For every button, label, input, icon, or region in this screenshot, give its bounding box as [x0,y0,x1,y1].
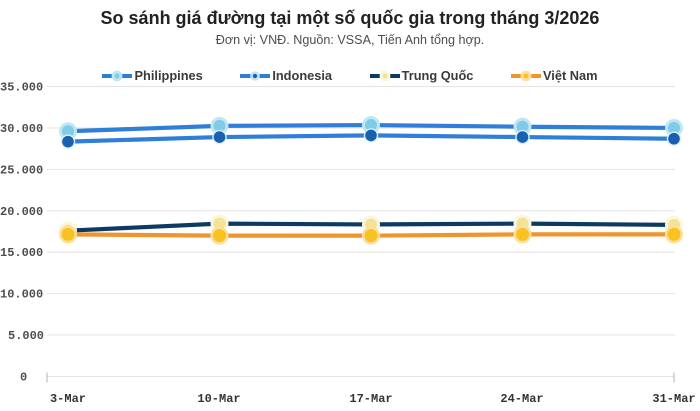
svg-text:10.000: 10.000 [0,288,43,302]
svg-text:15.000: 15.000 [0,246,43,260]
svg-text:0: 0 [20,371,27,385]
svg-text:5.000: 5.000 [8,329,44,343]
svg-text:20.000: 20.000 [0,205,43,219]
svg-text:10-Mar: 10-Mar [197,392,240,406]
svg-text:35.000: 35.000 [0,81,43,95]
svg-text:24-Mar: 24-Mar [500,392,543,406]
svg-text:25.000: 25.000 [0,163,43,177]
svg-text:31-Mar: 31-Mar [652,392,695,406]
svg-text:3-Mar: 3-Mar [50,392,86,406]
svg-text:30.000: 30.000 [0,122,43,136]
svg-text:17-Mar: 17-Mar [349,392,392,406]
